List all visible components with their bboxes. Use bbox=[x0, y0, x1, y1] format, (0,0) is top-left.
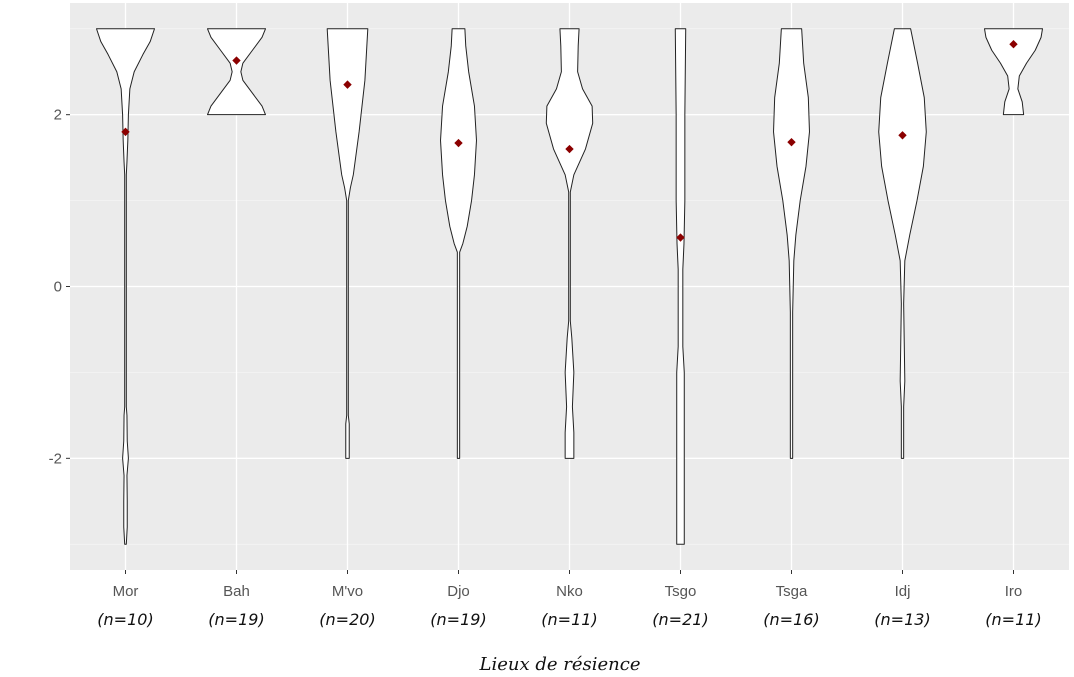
x-sample-size-label: (n=20) bbox=[319, 610, 375, 629]
x-tick-label: Nko bbox=[556, 583, 583, 600]
x-tick-label: Mor bbox=[113, 583, 139, 600]
violin-mor bbox=[96, 28, 155, 545]
mean-point bbox=[676, 233, 685, 242]
x-tick-label: Djo bbox=[447, 583, 470, 600]
y-axis: -2 0 2 bbox=[49, 107, 70, 467]
violin-mvo bbox=[326, 28, 369, 459]
mean-point bbox=[787, 137, 796, 147]
x-tick-label: M'vo bbox=[332, 583, 363, 600]
violin-iro bbox=[984, 28, 1043, 116]
x-sample-size-label: (n=21) bbox=[652, 610, 708, 629]
violin-nko bbox=[545, 28, 594, 459]
x-sample-size-label: (n=11) bbox=[985, 610, 1041, 629]
x-tick-label: Tsga bbox=[776, 583, 808, 600]
mean-point bbox=[898, 131, 907, 140]
x-axis: Mor (n=10) Bah (n=19) M'vo (n=20) Djo (n=19) Nko… bbox=[97, 570, 1042, 629]
x-sample-size-label: (n=19) bbox=[430, 610, 486, 629]
x-sample-size-label: (n=16) bbox=[763, 610, 819, 629]
violin-tsga bbox=[773, 28, 810, 459]
y-tick-label: 2 bbox=[54, 107, 62, 124]
x-sample-size-label: (n=11) bbox=[541, 610, 597, 629]
violins bbox=[96, 28, 1043, 545]
mean-point bbox=[454, 138, 463, 148]
x-sample-size-label: (n=13) bbox=[874, 610, 930, 629]
violin-idj bbox=[878, 28, 927, 459]
x-sample-size-label: (n=10) bbox=[97, 610, 153, 629]
x-tick-label: Bah bbox=[223, 583, 250, 600]
x-sample-size-label: (n=19) bbox=[208, 610, 264, 629]
x-tick-label: Tsgo bbox=[665, 583, 697, 600]
mean-point bbox=[1009, 40, 1018, 49]
mean-point bbox=[565, 144, 574, 154]
violin-bah bbox=[207, 28, 266, 116]
mean-point bbox=[121, 127, 130, 137]
x-tick-label: Idj bbox=[895, 583, 911, 600]
mean-point bbox=[343, 80, 352, 89]
x-tick-label: Iro bbox=[1005, 583, 1023, 600]
violin-djo bbox=[440, 28, 477, 459]
x-axis-title: Lieux de résience bbox=[479, 654, 641, 675]
mean-points bbox=[121, 40, 1018, 242]
mean-point bbox=[232, 56, 241, 65]
violin-tsgo bbox=[674, 28, 687, 545]
y-tick-label: -2 bbox=[49, 450, 62, 467]
y-tick-label: 0 bbox=[54, 279, 62, 296]
